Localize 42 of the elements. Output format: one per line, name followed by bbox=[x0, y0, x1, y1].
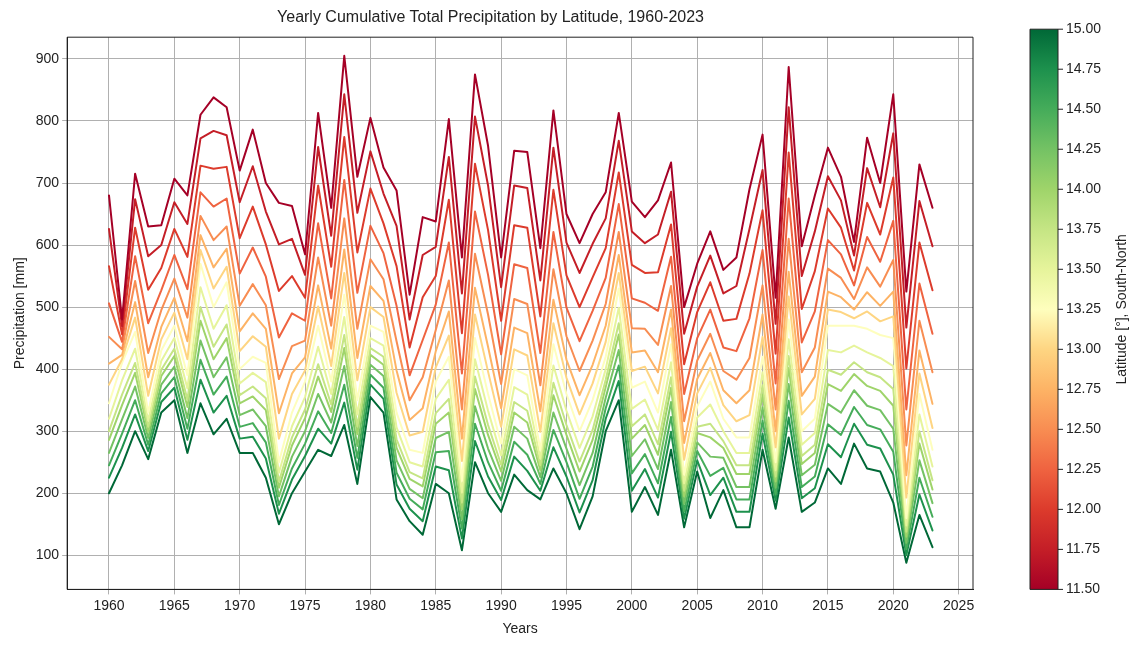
x-tick-label: 1985 bbox=[420, 596, 452, 613]
color-bar-label: 13.50 bbox=[1066, 260, 1102, 277]
color-bar-label: 13.25 bbox=[1066, 300, 1102, 317]
x-tick-label: 2000 bbox=[616, 596, 648, 613]
y-axis-title: Precipitation [mm] bbox=[11, 257, 28, 370]
color-bar-label: 14.75 bbox=[1066, 60, 1102, 77]
color-bar-label: 15.00 bbox=[1066, 20, 1102, 37]
color-bar-label: 12.00 bbox=[1066, 500, 1102, 517]
color-bar-label: 12.50 bbox=[1066, 420, 1102, 437]
y-tick-label: 300 bbox=[35, 422, 60, 439]
x-tick-label: 1970 bbox=[224, 596, 256, 613]
x-tick-label: 1975 bbox=[289, 596, 321, 613]
y-tick-label: 900 bbox=[35, 49, 60, 66]
y-tick-label: 700 bbox=[35, 173, 60, 190]
x-tick-label: 1995 bbox=[550, 596, 583, 613]
x-tick-label: 1990 bbox=[485, 596, 517, 613]
chart-title: Yearly Cumulative Total Precipitation by Latitude, 1960-2023 bbox=[277, 8, 705, 26]
color-bar-label: 13.00 bbox=[1066, 340, 1102, 357]
y-tick-label: 800 bbox=[35, 111, 60, 128]
color-bar-label: 11.50 bbox=[1066, 580, 1101, 597]
y-tick-label: 500 bbox=[35, 297, 60, 314]
color-bar-label: 13.75 bbox=[1066, 220, 1102, 237]
x-tick-label: 2005 bbox=[681, 596, 713, 613]
y-tick-label: 600 bbox=[35, 235, 60, 252]
x-tick-label: 1960 bbox=[93, 596, 125, 613]
y-tick-label: 400 bbox=[35, 360, 60, 376]
x-tick-label: 1965 bbox=[158, 596, 191, 613]
x-tick-label: 2010 bbox=[746, 596, 779, 613]
x-tick-label: 2025 bbox=[943, 596, 975, 613]
color-bar-label: 12.75 bbox=[1066, 380, 1102, 397]
x-tick-label: 1980 bbox=[354, 596, 387, 613]
color-bar-title: Latitude [°], South-North bbox=[1112, 234, 1129, 385]
color-bar-label: 11.75 bbox=[1066, 540, 1101, 557]
y-tick-label: 100 bbox=[35, 546, 60, 563]
x-axis-title: Years bbox=[502, 620, 538, 637]
color-bar-label: 12.25 bbox=[1066, 460, 1102, 477]
y-tick-label: 200 bbox=[35, 484, 60, 501]
color-bar-label: 14.00 bbox=[1066, 180, 1102, 197]
color-bar-label: 14.50 bbox=[1066, 100, 1102, 117]
x-tick-label: 2015 bbox=[812, 596, 844, 613]
x-tick-label: 2020 bbox=[877, 596, 910, 613]
color-bar-label: 14.25 bbox=[1066, 140, 1102, 157]
